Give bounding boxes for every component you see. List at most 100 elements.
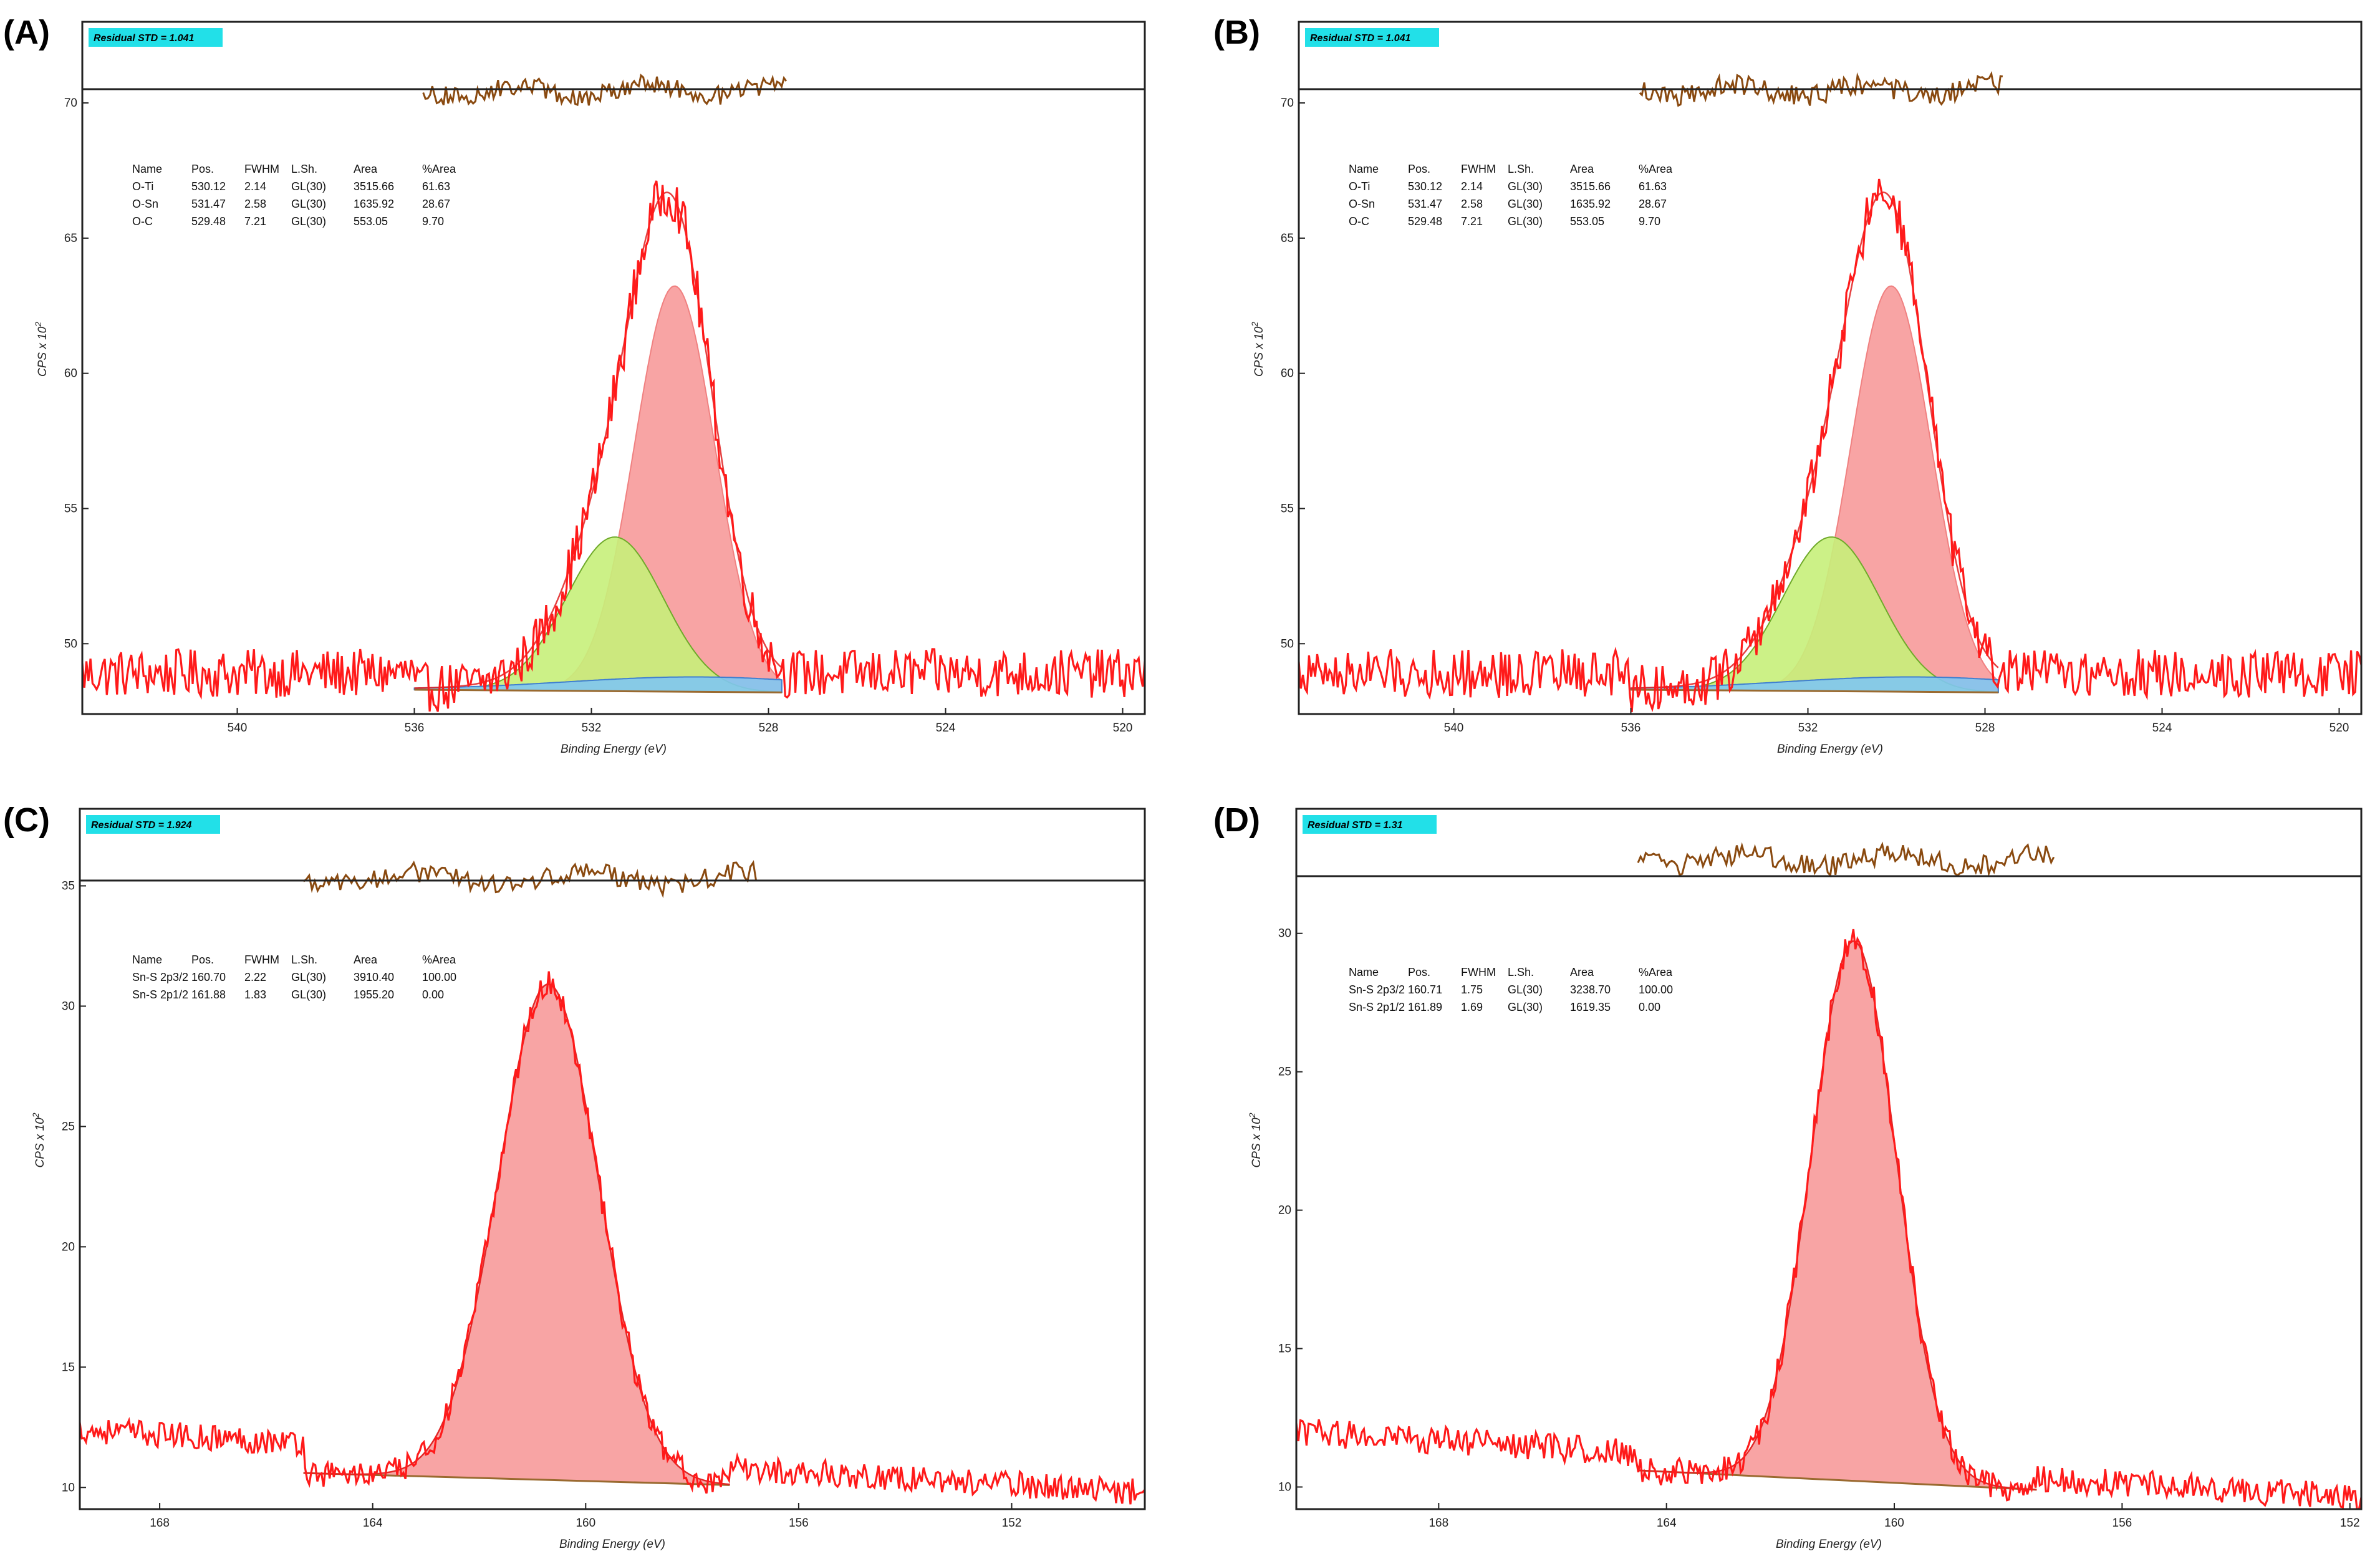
legend-row-name: Sn-S 2p3/2 bbox=[1349, 983, 1405, 996]
legend-cell: GL(30) bbox=[1508, 983, 1543, 996]
x-tick-label: 524 bbox=[936, 722, 956, 735]
raw-spectrum-line bbox=[1299, 178, 2361, 713]
legend-row-name: Sn-S 2p1/2 bbox=[132, 988, 188, 1001]
y-tick-label: 65 bbox=[1281, 232, 1294, 245]
legend-header: Name bbox=[132, 953, 162, 966]
legend-cell: 1.69 bbox=[1461, 1001, 1483, 1013]
x-tick-label: 540 bbox=[228, 722, 248, 735]
legend-header: L.Sh. bbox=[1508, 966, 1534, 978]
legend-header: %Area bbox=[1639, 966, 1673, 978]
legend-cell: 161.88 bbox=[191, 988, 226, 1001]
residual-line bbox=[1637, 841, 2055, 878]
legend-header: Area bbox=[354, 163, 378, 175]
y-tick-label: 55 bbox=[1281, 502, 1294, 515]
legend-cell: 529.48 bbox=[191, 215, 226, 228]
legend-header: L.Sh. bbox=[291, 163, 317, 175]
legend-cell: 160.71 bbox=[1408, 983, 1442, 996]
legend-cell: 61.63 bbox=[1639, 180, 1667, 193]
y-axis-exponent: 2 bbox=[1247, 1113, 1257, 1118]
y-tick-label: 20 bbox=[62, 1240, 75, 1253]
legend-header: Pos. bbox=[191, 163, 214, 175]
y-axis-title: CPS x 102 bbox=[31, 1113, 47, 1167]
legend-cell: 531.47 bbox=[191, 198, 226, 210]
y-axis-title: CPS x 102 bbox=[33, 322, 49, 377]
legend-row-name: Sn-S 2p1/2 bbox=[1349, 1001, 1405, 1013]
legend-cell: 28.67 bbox=[1639, 198, 1667, 210]
x-tick-label: 160 bbox=[576, 1517, 595, 1530]
y-tick-label: 65 bbox=[64, 232, 77, 245]
residual-badge bbox=[1303, 815, 1437, 834]
x-tick-label: 164 bbox=[1657, 1517, 1677, 1530]
component-o-c bbox=[1630, 676, 1999, 693]
legend-cell: 1955.20 bbox=[354, 988, 394, 1001]
raw-spectrum-line bbox=[1296, 929, 2361, 1509]
panel-label: (B) bbox=[1213, 14, 1260, 51]
residual-badge-text: Residual STD = 1.924 bbox=[91, 820, 192, 831]
x-tick-label: 524 bbox=[2152, 722, 2172, 735]
y-tick-label: 50 bbox=[64, 637, 77, 650]
panel-label: (A) bbox=[3, 14, 50, 51]
legend-cell: 9.70 bbox=[422, 215, 444, 228]
legend-header: Name bbox=[1349, 163, 1379, 175]
legend-header: %Area bbox=[1639, 163, 1673, 175]
legend-cell: 2.22 bbox=[244, 971, 266, 983]
residual-badge bbox=[1305, 28, 1439, 47]
fit-legend: Name Pos. FWHM L.Sh. Area %Area O-Ti 530.12 2.14… bbox=[132, 163, 456, 228]
legend-cell: GL(30) bbox=[1508, 1001, 1543, 1013]
legend-cell: 3515.66 bbox=[1570, 180, 1611, 193]
x-tick-label: 528 bbox=[1975, 722, 1995, 735]
x-axis-title: Binding Energy (eV) bbox=[559, 1538, 665, 1551]
legend-cell: 1619.35 bbox=[1570, 1001, 1611, 1013]
legend-header: Pos. bbox=[1408, 966, 1430, 978]
y-axis-exponent: 2 bbox=[33, 322, 43, 327]
background-line bbox=[414, 688, 782, 693]
legend-cell: 3238.70 bbox=[1570, 983, 1611, 996]
legend-header: FWHM bbox=[1461, 163, 1496, 175]
y-tick-label: 55 bbox=[64, 502, 77, 515]
legend-cell: 61.63 bbox=[422, 180, 450, 193]
residual-line bbox=[1639, 70, 2003, 107]
legend-header: L.Sh. bbox=[291, 953, 317, 966]
legend-cell: 529.48 bbox=[1408, 215, 1442, 228]
legend-cell: GL(30) bbox=[1508, 198, 1543, 210]
y-tick-label: 60 bbox=[64, 367, 77, 380]
component-sn-s-2p3-2 bbox=[303, 983, 730, 1486]
y-tick-label: 70 bbox=[64, 97, 77, 110]
panel-label: (C) bbox=[3, 801, 50, 839]
y-tick-label: 35 bbox=[62, 879, 75, 892]
y-tick-label: 25 bbox=[62, 1120, 75, 1133]
legend-cell: 160.70 bbox=[191, 971, 226, 983]
legend-cell: 2.14 bbox=[1461, 180, 1483, 193]
legend-cell: GL(30) bbox=[291, 180, 326, 193]
legend-cell: GL(30) bbox=[1508, 215, 1543, 228]
legend-cell: 161.89 bbox=[1408, 1001, 1442, 1013]
legend-header: FWHM bbox=[244, 163, 279, 175]
x-tick-label: 536 bbox=[1621, 722, 1641, 735]
plot-area bbox=[1299, 178, 2361, 713]
envelope-line bbox=[1637, 940, 2037, 1491]
legend-row-name: O-Sn bbox=[1349, 198, 1375, 210]
x-tick-label: 536 bbox=[405, 722, 425, 735]
legend-cell: GL(30) bbox=[291, 215, 326, 228]
panel-b: (B) Residual STD = 1.041 540 536 532 528 524 52… bbox=[1213, 14, 2363, 756]
x-tick-label: 528 bbox=[759, 722, 779, 735]
legend-cell: GL(30) bbox=[291, 971, 326, 983]
legend-row-name: O-C bbox=[1349, 215, 1369, 228]
raw-spectrum-line bbox=[80, 971, 1145, 1505]
plot-area bbox=[80, 971, 1145, 1505]
legend-header: %Area bbox=[422, 953, 456, 966]
legend-cell: 7.21 bbox=[1461, 215, 1483, 228]
y-axis-exponent: 2 bbox=[1250, 322, 1260, 327]
legend-row-name: O-Ti bbox=[1349, 180, 1370, 193]
y-tick-label: 10 bbox=[1278, 1480, 1291, 1494]
residual-line bbox=[422, 74, 788, 107]
y-tick-label: 10 bbox=[62, 1481, 75, 1494]
legend-cell: 1.83 bbox=[244, 988, 266, 1001]
y-tick-label: 25 bbox=[1278, 1066, 1291, 1079]
x-axis-title: Binding Energy (eV) bbox=[561, 743, 667, 756]
legend-cell: 3910.40 bbox=[354, 971, 394, 983]
legend-cell: 2.14 bbox=[244, 180, 266, 193]
plot-frame bbox=[79, 808, 1146, 1510]
legend-cell: 9.70 bbox=[1639, 215, 1660, 228]
